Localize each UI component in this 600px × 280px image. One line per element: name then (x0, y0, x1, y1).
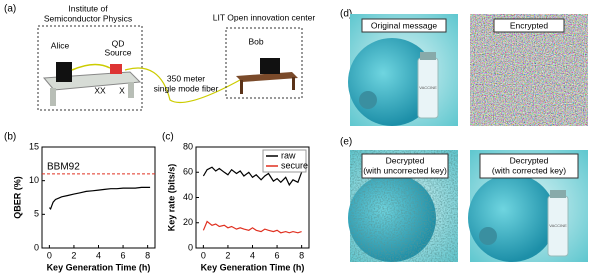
legend-label: secure (281, 160, 308, 170)
data-line (202, 220, 302, 234)
table-leg (50, 88, 56, 106)
caption: Original message (371, 20, 437, 30)
bob-label: Bob (248, 36, 263, 46)
virus (479, 227, 497, 245)
alice-label: Alice (51, 40, 70, 50)
table-leg (240, 80, 243, 94)
x-tick-label: 0 (201, 250, 206, 260)
fiber-label: 350 meter (167, 73, 205, 83)
caption: (with corrected key) (492, 165, 566, 175)
caption-box (361, 153, 449, 179)
reference-label: BBM92 (47, 162, 80, 173)
data-line (202, 166, 303, 187)
source-label: QD (112, 38, 125, 48)
x-tick-label: 4 (96, 250, 101, 260)
y-tick-label: 0 (34, 242, 39, 252)
y-axis-label: Key rate (bits/s) (166, 164, 176, 232)
caption: (with uncorrected key) (363, 165, 447, 175)
qd-source (110, 64, 122, 74)
fiber (71, 63, 111, 71)
y-tick-label: 10 (29, 175, 39, 185)
site-label: Institute of (68, 3, 108, 13)
globe (468, 174, 556, 262)
encrypted-image (470, 14, 588, 126)
vial-cap (420, 52, 436, 60)
virus (359, 91, 377, 109)
panel-e: (e) Decrypted (with uncorrected key) VAC… (340, 137, 588, 262)
panel-d: (d) VACCINE Original message Encrypted (340, 9, 588, 126)
caption-box (361, 18, 447, 33)
x-tick-label: 4 (250, 250, 255, 260)
source-label: Source (105, 47, 132, 57)
panel-label: (a) (4, 4, 16, 15)
site-label: Semiconductor Physics (44, 13, 132, 23)
vial-label: VACCINE (419, 85, 437, 90)
table-leg (128, 82, 134, 98)
cryostat (56, 62, 72, 82)
panel-label: (d) (340, 9, 352, 20)
vial-label: VACCINE (549, 223, 567, 228)
table (236, 72, 298, 82)
y-tick-label: 40 (183, 192, 193, 202)
x-tick-label: 2 (225, 250, 230, 260)
caption-box (493, 18, 565, 33)
x-label: X (119, 85, 125, 95)
y-tick-label: 15 (29, 141, 39, 151)
vial-cap (550, 190, 566, 198)
x-tick-label: 8 (145, 250, 150, 260)
caption: Decrypted (386, 155, 425, 165)
y-tick-label: 5 (34, 209, 39, 219)
y-tick-label: 0 (188, 242, 193, 252)
y-tick-label: 20 (183, 217, 193, 227)
data-line (48, 186, 151, 211)
x-tick-label: 6 (121, 250, 126, 260)
y-axis-label: QBER (%) (12, 176, 22, 219)
site-label: LIT Open innovation center (213, 12, 316, 22)
caption-box (479, 153, 579, 179)
caption: Encrypted (510, 20, 549, 30)
legend-label: raw (281, 150, 296, 160)
x-tick-label: 0 (47, 250, 52, 260)
x-tick-label: 8 (299, 250, 304, 260)
x-tick-label: 6 (275, 250, 280, 260)
y-tick-label: 60 (183, 167, 193, 177)
long-fiber (124, 67, 241, 104)
panel-label: (b) (4, 132, 16, 143)
panel-a: (a) Institute of Semiconductor Physics A… (4, 3, 316, 111)
y-tick-label: 80 (183, 141, 193, 151)
panel-label: (c) (162, 132, 174, 143)
x-axis-label: Key Generation Time (h) (47, 262, 151, 272)
lab-box (225, 27, 303, 99)
caption: Decrypted (510, 155, 549, 165)
fiber-label: single mode fiber (154, 83, 219, 93)
x-axis-label: Key Generation Time (h) (201, 262, 305, 272)
xx-label: XX (94, 85, 106, 95)
table-leg (292, 77, 295, 90)
x-tick-label: 2 (71, 250, 76, 260)
panel-label: (e) (340, 137, 352, 148)
detector (260, 58, 280, 74)
